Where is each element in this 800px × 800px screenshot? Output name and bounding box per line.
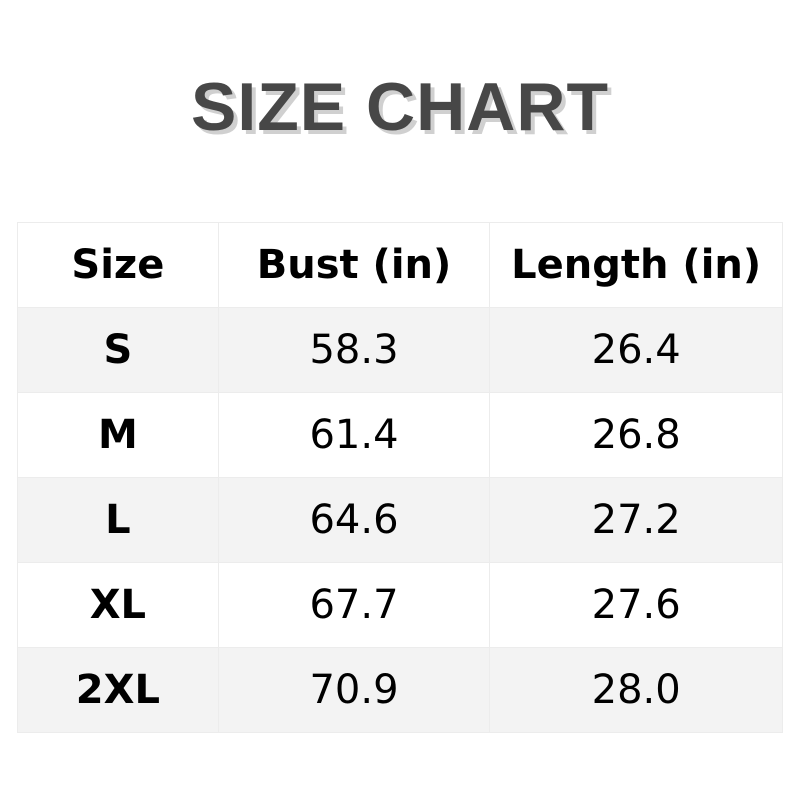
size-cell: XL	[17, 562, 219, 648]
header-bust: Bust (in)	[217, 222, 491, 308]
header-length: Length (in)	[489, 222, 783, 308]
bust-cell: 67.7	[217, 562, 491, 648]
table-row: S 58.3 26.4	[17, 307, 783, 393]
table-row: 2XL 70.9 28.0	[17, 647, 783, 733]
table-row: M 61.4 26.8	[17, 392, 783, 478]
size-table: Size Bust (in) Length (in) S 58.3 26.4 M…	[17, 222, 783, 733]
page-title: SIZE CHART	[191, 69, 609, 145]
header-row: Size Bust (in) Length (in)	[17, 222, 783, 308]
bust-cell: 61.4	[217, 392, 491, 478]
bust-cell: 58.3	[217, 307, 491, 393]
table-row: XL 67.7 27.6	[17, 562, 783, 648]
length-cell: 26.8	[489, 392, 783, 478]
size-cell: L	[17, 477, 219, 563]
table-row: L 64.6 27.2	[17, 477, 783, 563]
header-size: Size	[17, 222, 219, 308]
size-cell: S	[17, 307, 219, 393]
bust-cell: 70.9	[217, 647, 491, 733]
size-cell: 2XL	[17, 647, 219, 733]
bust-cell: 64.6	[217, 477, 491, 563]
length-cell: 27.6	[489, 562, 783, 648]
length-cell: 26.4	[489, 307, 783, 393]
size-cell: M	[17, 392, 219, 478]
length-cell: 27.2	[489, 477, 783, 563]
length-cell: 28.0	[489, 647, 783, 733]
